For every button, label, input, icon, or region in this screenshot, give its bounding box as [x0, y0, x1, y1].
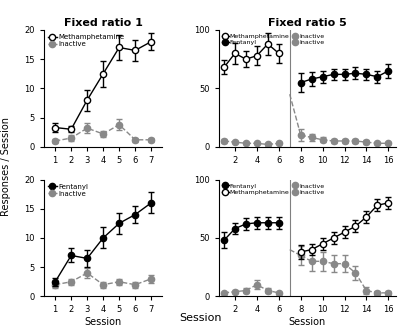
Legend: Methamphetamine, Inactive: Methamphetamine, Inactive	[48, 33, 126, 48]
Text: Session: Session	[179, 313, 221, 323]
X-axis label: Session: Session	[84, 317, 122, 327]
X-axis label: Session: Session	[289, 317, 326, 327]
Legend: Fentanyl, Inactive: Fentanyl, Inactive	[48, 183, 89, 197]
Legend: Methamphetamine, Fentanyl, Inactive, Inactive: Methamphetamine, Fentanyl, Inactive, Ina…	[222, 33, 325, 46]
Legend: Fentanyl, Methamphetamine, Inactive, Inactive: Fentanyl, Methamphetamine, Inactive, Ina…	[222, 183, 325, 195]
Title: Fixed ratio 1: Fixed ratio 1	[64, 18, 142, 28]
Text: Responses / Session: Responses / Session	[1, 117, 11, 216]
Title: Fixed ratio 5: Fixed ratio 5	[268, 18, 347, 28]
